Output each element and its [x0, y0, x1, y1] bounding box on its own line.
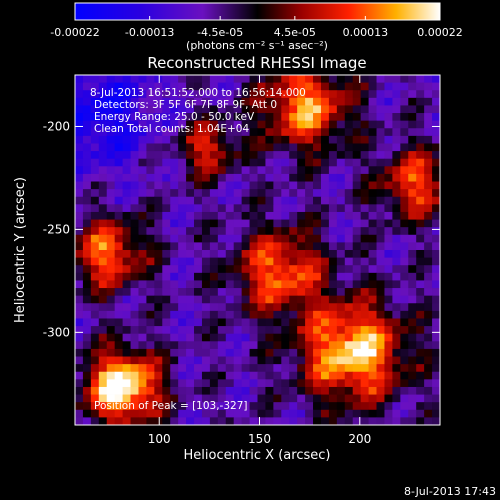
y-tick-label: -200 [43, 119, 70, 133]
footer-date: 8-Jul-2013 17:43 [404, 485, 496, 498]
colorbar-tick-label: 0.00013 [343, 26, 389, 39]
colorbar [74, 2, 441, 21]
y-tick-label: -250 [43, 222, 70, 236]
y-axis-label: Heliocentric Y (arcsec) [13, 177, 28, 323]
colorbar-tick-label: 0.00022 [417, 26, 463, 39]
y-tick-label: -300 [43, 325, 70, 339]
x-tick-label: 150 [248, 432, 271, 446]
plot-frame [74, 74, 441, 426]
x-tick-label: 100 [148, 432, 171, 446]
heatmap-image [75, 75, 440, 425]
colorbar-ticks: -0.00022 -0.00013 -4.5e-05 4.5e-05 0.00013 0.… [50, 16, 463, 39]
colorbar-tick-label: -4.5e-05 [197, 26, 243, 39]
colorbar-tick-label: 4.5e-05 [274, 26, 316, 39]
info-energy-range: Energy Range: 25.0 - 50.0 keV [94, 111, 255, 123]
peak-position-label: Position of Peak = [103,-327] [94, 400, 248, 412]
info-detectors: Detectors: 3F 5F 6F 7F 8F 9F, Att 0 [94, 99, 277, 111]
info-time-range: 8-Jul-2013 16:51:52.000 to 16:56:14.000 [90, 87, 306, 99]
chart-title: Reconstructed RHESSI Image [147, 54, 366, 72]
colorbar-tick-label: -0.00022 [50, 26, 99, 39]
colorbar-tick-label: -0.00013 [125, 26, 174, 39]
info-clean-counts: Clean Total counts: 1.04E+04 [94, 123, 249, 135]
x-axis-label: Heliocentric X (arcsec) [184, 448, 331, 463]
axis-ticks: 100 150 200 -200 -250 -300 [43, 75, 440, 446]
colorbar-unit-label: (photons cm⁻² s⁻¹ asec⁻²) [186, 39, 328, 52]
x-tick-label: 200 [348, 432, 371, 446]
